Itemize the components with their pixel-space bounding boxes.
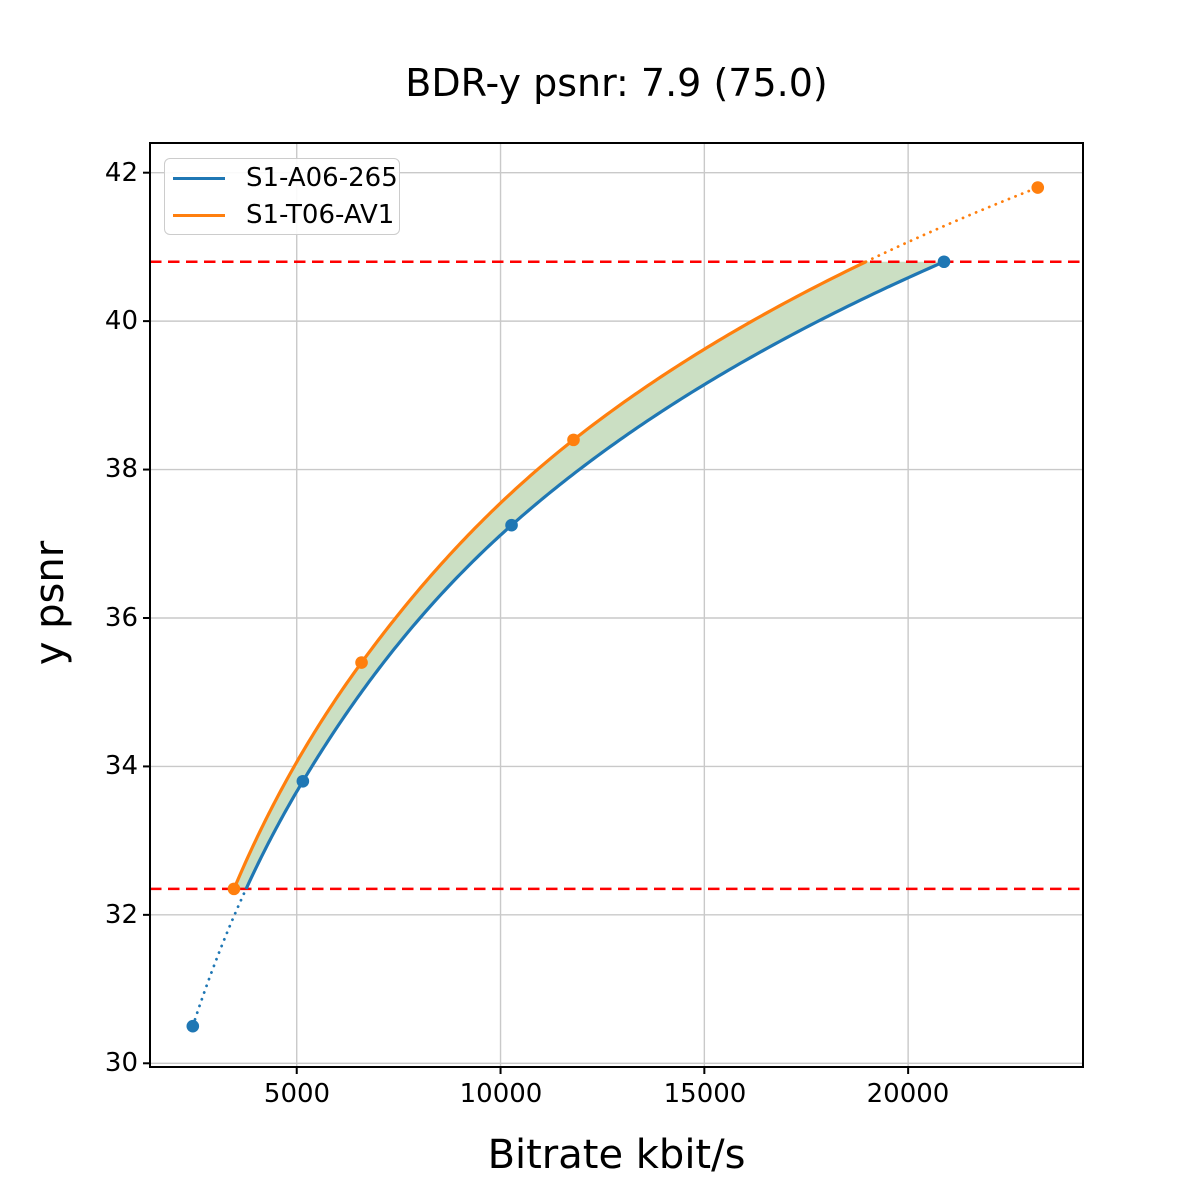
tick-marks — [143, 171, 910, 1074]
y-tick-label: 30 — [104, 1048, 138, 1078]
legend-item: S1-A06-265 — [165, 164, 399, 192]
data-point-marker — [186, 1019, 200, 1033]
series-S1-A06-265 — [186, 255, 951, 1033]
data-point-marker — [355, 656, 368, 669]
x-tick-label: 5000 — [263, 1079, 331, 1109]
y-tick-label: 32 — [104, 900, 138, 930]
y-tick-label: 34 — [104, 751, 138, 781]
legend-line-icon — [173, 213, 225, 217]
data-point-marker — [937, 255, 951, 269]
series-curve — [244, 260, 945, 890]
legend: S1-A06-265 S1-T06-AV1 — [164, 158, 400, 235]
series-dotted-extension — [864, 186, 1040, 264]
legend-item: S1-T06-AV1 — [165, 201, 399, 229]
grid — [150, 143, 1083, 1067]
data-point-marker — [567, 433, 580, 447]
y-tick-label: 40 — [104, 306, 138, 336]
x-tick-label: 15000 — [663, 1079, 747, 1109]
y-tick-label: 38 — [104, 454, 138, 484]
y-tick-label: 36 — [104, 603, 138, 633]
chart-title: BDR-y psnr: 7.9 (75.0) — [405, 61, 828, 105]
legend-label: S1-T06-AV1 — [246, 200, 395, 230]
x-axis-label: Bitrate kbit/s — [487, 1132, 746, 1178]
legend-label: S1-A06-265 — [246, 163, 398, 193]
series-dotted-extension — [191, 887, 248, 1028]
data-point-marker — [505, 518, 518, 532]
axes-frame — [149, 142, 1084, 1068]
series-S1-T06-AV1 — [227, 181, 1045, 896]
data-point-marker — [1031, 181, 1045, 194]
bd-fill-area — [233, 261, 945, 889]
y-tick-label: 42 — [104, 158, 138, 188]
series-curve — [232, 260, 867, 890]
x-tick-label: 20000 — [866, 1079, 950, 1109]
data-point-marker — [296, 774, 310, 788]
x-tick-label: 10000 — [459, 1079, 543, 1109]
data-point-marker — [227, 882, 241, 896]
legend-line-icon — [173, 176, 225, 180]
